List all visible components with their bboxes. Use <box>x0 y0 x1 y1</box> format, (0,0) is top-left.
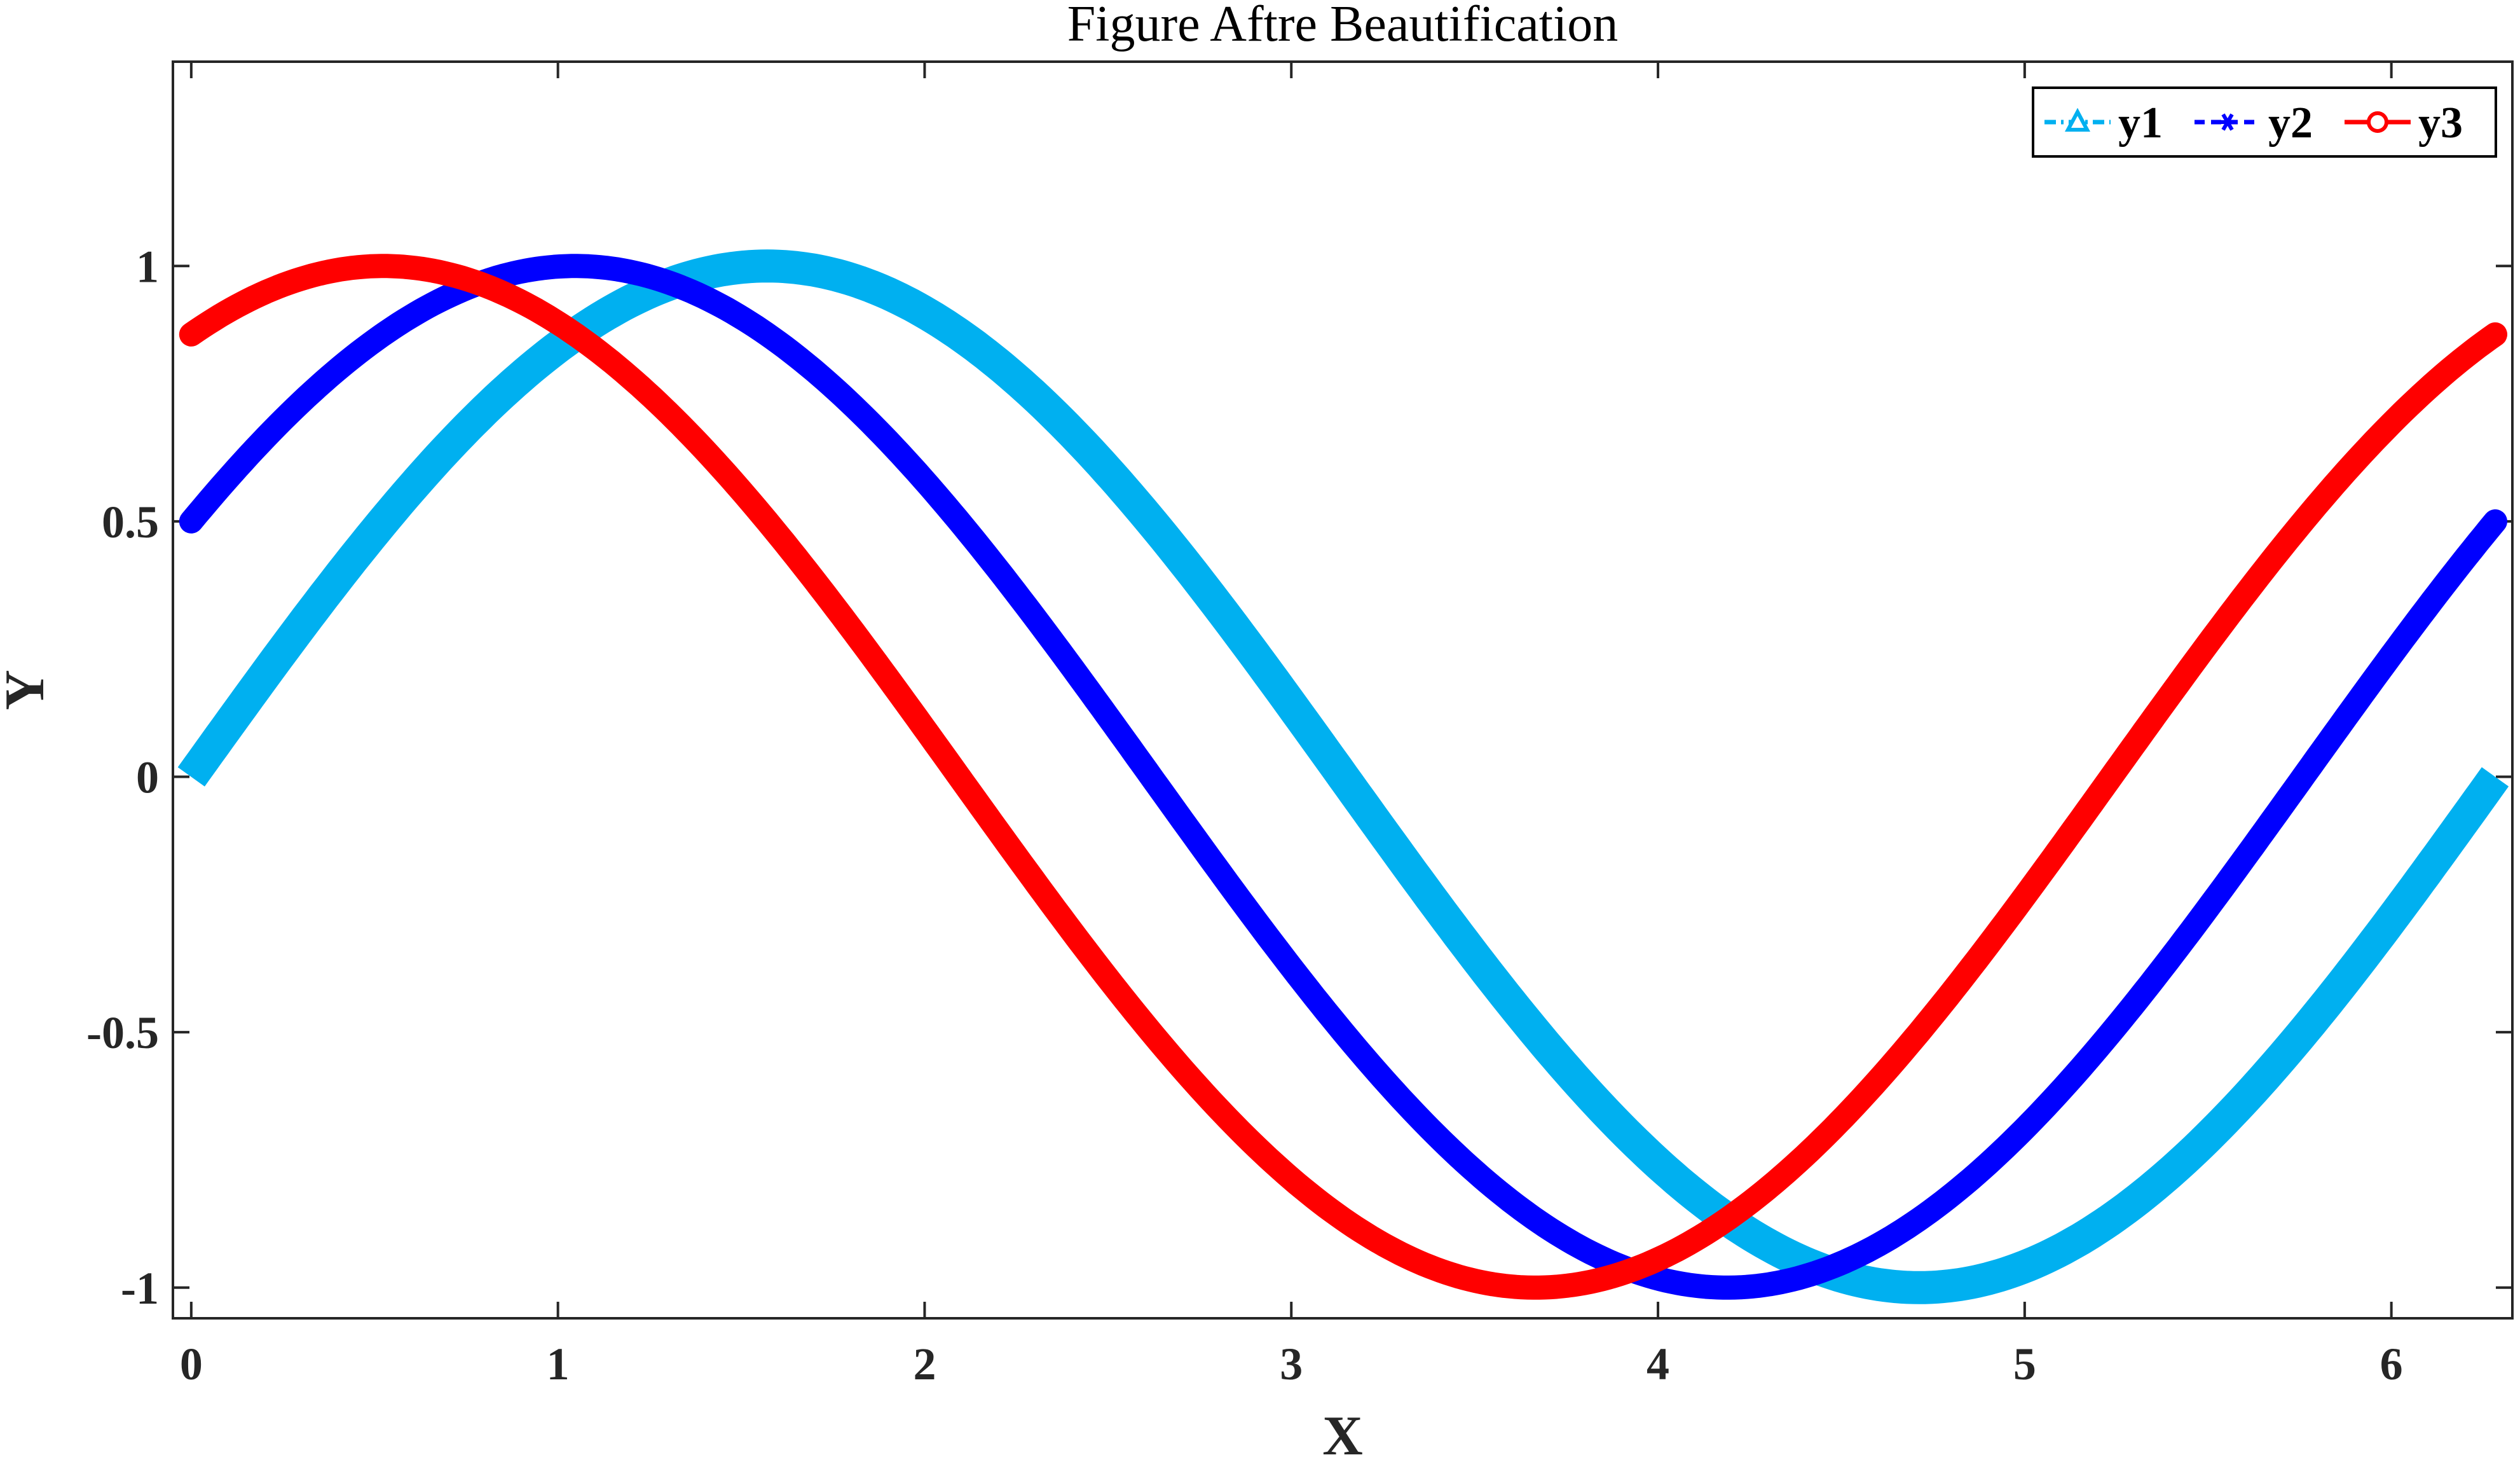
legend-y2-label: y2 <box>2268 99 2313 148</box>
y-tick-label: -0.5 <box>86 1007 159 1058</box>
x-axis-label: X <box>1322 1405 1363 1462</box>
legend: y1 y2 y3 <box>2032 86 2497 158</box>
x-tick-label: 1 <box>547 1339 570 1390</box>
legend-y1-label: y1 <box>2118 99 2163 148</box>
x-tick-label: 2 <box>913 1339 936 1390</box>
y-axis-label: Y <box>0 670 56 710</box>
chart-title: Figure Aftre Beautification <box>1067 0 1618 52</box>
series-y1-line <box>177 249 2509 1304</box>
x-tick-label: 4 <box>1647 1339 1669 1390</box>
legend-y3-marker <box>2367 111 2388 133</box>
x-tick-label: 6 <box>2380 1339 2403 1390</box>
legend-y1-marker <box>2064 107 2091 132</box>
series-y2-line <box>179 254 2507 1300</box>
x-tick-label: 0 <box>180 1339 203 1390</box>
series-lines <box>177 249 2509 1304</box>
y-tick-label: -1 <box>121 1263 159 1314</box>
legend-y2-marker <box>2219 113 2236 131</box>
series-y3-line <box>179 254 2507 1300</box>
plot-area-frame <box>172 60 2514 1320</box>
legend-y3-label: y3 <box>2418 99 2463 148</box>
y-tick-label: 0 <box>136 752 159 803</box>
x-tick-label: 5 <box>2013 1339 2036 1390</box>
y-tick-label: 0.5 <box>102 497 159 548</box>
x-tick-label: 3 <box>1280 1339 1303 1390</box>
axis-ticks: 0 1 2 3 4 5 6 -1 -0.5 0 0.5 1 <box>86 62 2512 1390</box>
y-tick-label: 1 <box>136 241 159 292</box>
